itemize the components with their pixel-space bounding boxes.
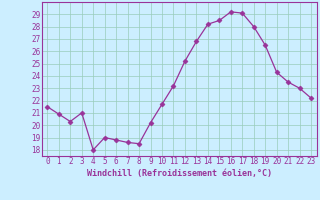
X-axis label: Windchill (Refroidissement éolien,°C): Windchill (Refroidissement éolien,°C) [87,169,272,178]
